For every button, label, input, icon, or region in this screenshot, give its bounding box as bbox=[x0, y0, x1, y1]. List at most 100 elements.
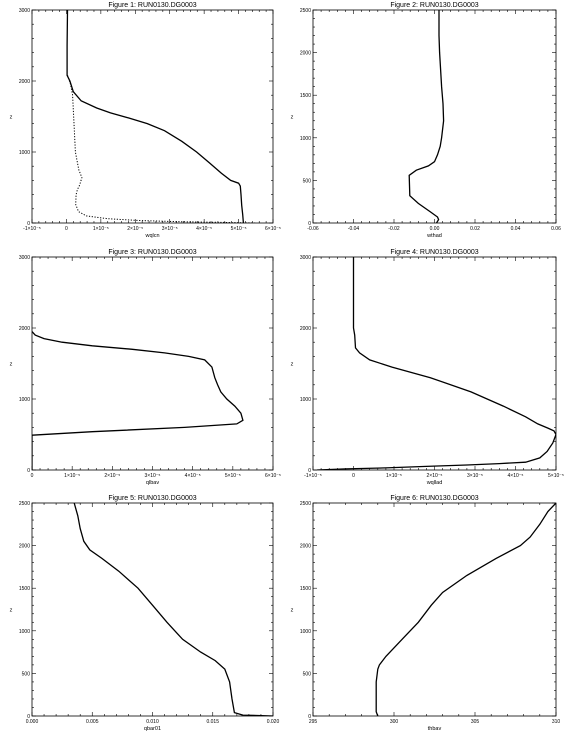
x-tick-label: -1×10⁻⁵ bbox=[23, 226, 41, 232]
x-tick-label: 0.010 bbox=[146, 719, 159, 725]
y-tick-label: 1000 bbox=[300, 136, 311, 142]
y-tick-label: 2500 bbox=[19, 501, 30, 507]
x-tick-label: 5×10⁻⁵ bbox=[225, 473, 241, 479]
y-tick-label: 500 bbox=[303, 671, 312, 677]
series-line-2 bbox=[67, 75, 256, 223]
x-tick-label: 1×10⁻⁵ bbox=[386, 473, 402, 479]
x-tick-label: 6×10⁻⁵ bbox=[265, 473, 281, 479]
chart-panel-4: Figure 4: RUN0130.DG0003-1×10⁻⁵ 0 1×10⁻⁵ 2×… bbox=[291, 249, 564, 486]
y-tick-label: 2000 bbox=[19, 79, 30, 85]
x-tick-label: 3×10⁻⁵ bbox=[467, 473, 483, 479]
x-axis-label: wqllad bbox=[426, 480, 443, 486]
y-tick-label: 2000 bbox=[19, 544, 30, 550]
y-tick-label: 1000 bbox=[300, 629, 311, 635]
x-tick-label: 3×10⁻⁵ bbox=[162, 226, 178, 232]
x-tick-label: 0 bbox=[31, 473, 34, 479]
x-tick-label: 0.020 bbox=[267, 719, 280, 725]
chart-title: Figure 3: RUN0130.DG0003 bbox=[108, 249, 196, 256]
y-tick-label: 1000 bbox=[300, 397, 311, 403]
x-tick-label: 305 bbox=[471, 719, 480, 725]
x-tick-label: 0 bbox=[352, 473, 355, 479]
x-tick-label: -1×10⁻⁵ bbox=[304, 473, 322, 479]
x-tick-label: 5×10⁻⁵ bbox=[231, 226, 247, 232]
y-axis-label: z bbox=[291, 608, 294, 614]
y-tick-label: 0 bbox=[308, 221, 311, 227]
x-tick-label: 0 bbox=[65, 226, 68, 232]
y-tick-label: 2500 bbox=[300, 501, 311, 507]
x-tick-label: 2×10⁻⁵ bbox=[127, 226, 143, 232]
x-tick-label: 0.06 bbox=[551, 226, 561, 232]
x-tick-label: 2×10⁻⁵ bbox=[427, 473, 443, 479]
plot-frame bbox=[312, 502, 557, 717]
x-tick-label: 5×10⁻⁵ bbox=[548, 473, 564, 479]
y-tick-label: 2000 bbox=[300, 51, 311, 57]
x-tick-label: 0.005 bbox=[86, 719, 99, 725]
y-tick-label: 3000 bbox=[19, 8, 30, 14]
plot-frame bbox=[31, 256, 274, 471]
series-line-1 bbox=[375, 503, 556, 716]
chart-panel-3: Figure 3: RUN0130.DG0003 0 1×10⁻⁵ 2×10⁻⁵ 3×1… bbox=[10, 249, 281, 486]
plot-frame bbox=[312, 256, 557, 471]
y-tick-label: 2000 bbox=[19, 326, 30, 332]
plot-frame bbox=[31, 9, 274, 224]
chart-title: Figure 4: RUN0130.DG0003 bbox=[390, 249, 478, 256]
plot-frame bbox=[312, 9, 557, 224]
y-axis-label: z bbox=[291, 115, 294, 121]
y-tick-label: 0 bbox=[27, 714, 30, 720]
series-line-1 bbox=[317, 257, 556, 470]
x-tick-label: 4×10⁻⁵ bbox=[508, 473, 524, 479]
x-tick-label: 300 bbox=[390, 719, 399, 725]
x-tick-label: 4×10⁻⁵ bbox=[185, 473, 201, 479]
x-tick-label: 2×10⁻⁵ bbox=[104, 473, 120, 479]
series-line-1 bbox=[32, 331, 244, 470]
y-tick-label: 0 bbox=[27, 221, 30, 227]
y-tick-label: 0 bbox=[27, 468, 30, 474]
series-line-1 bbox=[73, 503, 273, 716]
x-tick-label: 310 bbox=[552, 719, 561, 725]
y-tick-label: 0 bbox=[308, 468, 311, 474]
y-tick-label: 1500 bbox=[300, 586, 311, 592]
x-tick-label: 0.02 bbox=[470, 226, 480, 232]
x-tick-label: 4×10⁻⁵ bbox=[196, 226, 212, 232]
chart-panel-2: Figure 2: RUN0130.DG0003 -0.06 -0.04 -0.02 0… bbox=[291, 2, 561, 239]
series-line-1 bbox=[408, 10, 445, 223]
y-tick-label: 500 bbox=[22, 671, 31, 677]
chart-panel-5: Figure 5: RUN0130.DG0003 0.000 0.005 0.010 0… bbox=[10, 495, 280, 732]
y-tick-label: 1000 bbox=[19, 397, 30, 403]
series-line-1 bbox=[66, 10, 245, 223]
x-tick-label: -0.04 bbox=[348, 226, 360, 232]
x-axis-label: wqlcn bbox=[144, 233, 159, 239]
x-tick-label: 0.000 bbox=[26, 719, 39, 725]
y-tick-label: 1000 bbox=[19, 629, 30, 635]
y-tick-label: 1500 bbox=[19, 586, 30, 592]
y-tick-label: 1000 bbox=[19, 150, 30, 156]
y-tick-label: 0 bbox=[308, 714, 311, 720]
y-axis-label: z bbox=[10, 608, 13, 614]
y-tick-label: 3000 bbox=[19, 255, 30, 261]
x-tick-label: -0.02 bbox=[388, 226, 400, 232]
chart-panel-6: Figure 6: RUN0130.DG0003 295 300 305 310 0 500… bbox=[291, 495, 561, 732]
x-tick-label: -0.06 bbox=[307, 226, 319, 232]
y-axis-label: z bbox=[10, 115, 13, 121]
plot-frame bbox=[31, 502, 274, 717]
y-axis-label: z bbox=[10, 362, 13, 368]
chart-title: Figure 2: RUN0130.DG0003 bbox=[390, 2, 478, 9]
x-tick-label: 0.015 bbox=[206, 719, 219, 725]
chart-title: Figure 6: RUN0130.DG0003 bbox=[390, 495, 478, 502]
y-tick-label: 2500 bbox=[300, 8, 311, 14]
y-tick-label: 500 bbox=[303, 178, 312, 184]
y-tick-label: 1500 bbox=[300, 93, 311, 99]
chart-title: Figure 5: RUN0130.DG0003 bbox=[108, 495, 196, 502]
x-tick-label: 0.04 bbox=[511, 226, 521, 232]
x-tick-label: 6×10⁻⁵ bbox=[265, 226, 281, 232]
y-tick-label: 3000 bbox=[300, 255, 311, 261]
x-axis-label: wthad bbox=[426, 233, 442, 239]
y-tick-label: 2000 bbox=[300, 326, 311, 332]
x-axis-label: thbav bbox=[428, 726, 442, 732]
x-axis-label: qlbav bbox=[146, 480, 159, 486]
y-tick-label: 2000 bbox=[300, 544, 311, 550]
chart-title: Figure 1: RUN0130.DG0003 bbox=[108, 2, 196, 9]
x-tick-label: 1×10⁻⁵ bbox=[64, 473, 80, 479]
x-axis-label: qbar01 bbox=[144, 726, 161, 732]
